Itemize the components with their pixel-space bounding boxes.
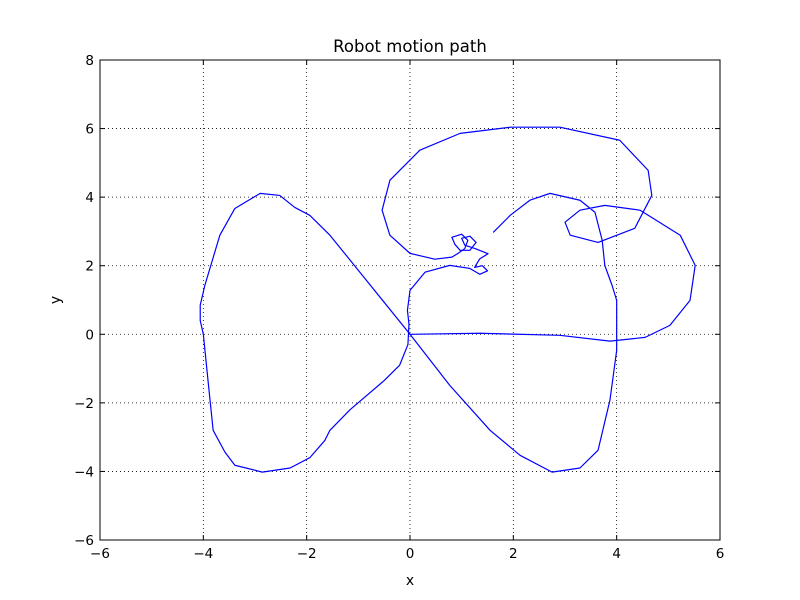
x-axis-label: x <box>406 573 414 589</box>
y-tick-label: −6 <box>74 533 94 549</box>
y-tick-label: −2 <box>74 396 94 412</box>
y-tick-label: 6 <box>85 122 94 138</box>
x-tick-label: −4 <box>193 546 213 562</box>
path-line <box>199 126 696 473</box>
x-tick-label: −2 <box>297 546 317 562</box>
y-tick-label: −4 <box>74 464 94 480</box>
plot-frame <box>99 59 721 541</box>
y-tick-label: 0 <box>85 327 94 343</box>
chart-title: Robot motion path <box>333 37 487 56</box>
x-tick-label: 0 <box>406 546 415 562</box>
x-tick-label: 4 <box>612 546 621 562</box>
y-tick-label: 2 <box>85 259 94 275</box>
y-tick-label: 4 <box>85 190 94 206</box>
y-tick-label: 8 <box>85 53 94 69</box>
y-axis-label: y <box>48 296 64 304</box>
x-tick-label: 6 <box>716 546 725 562</box>
x-tick-label: −6 <box>90 546 110 562</box>
x-tick-label: 2 <box>509 546 518 562</box>
